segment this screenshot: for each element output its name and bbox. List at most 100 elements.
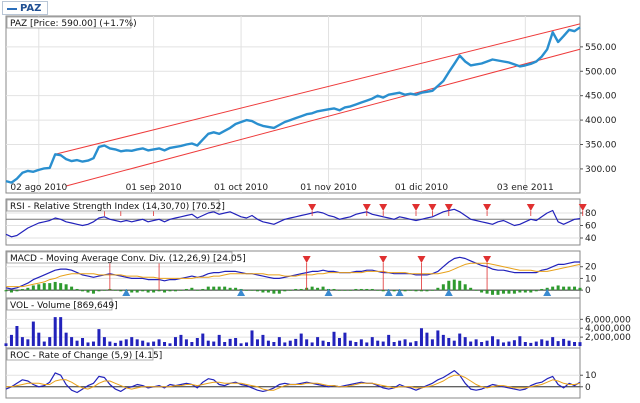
price-series-line <box>5 26 581 184</box>
volume-bar <box>91 341 95 346</box>
volume-bar <box>141 340 145 346</box>
volume-bar <box>534 341 538 346</box>
rsi-sell-marker <box>526 204 535 211</box>
macd-histogram-bar <box>4 290 8 292</box>
macd-histogram-bar <box>234 287 238 291</box>
volume-bar <box>157 339 161 346</box>
volume-bar <box>163 342 167 346</box>
macd-histogram-bar <box>206 286 210 291</box>
volume-bar <box>305 339 309 346</box>
macd-histogram-bar <box>381 290 385 292</box>
macd-histogram-bar <box>430 290 434 291</box>
x-tick-label: 01 nov 2010 <box>300 183 357 193</box>
volume-bar <box>419 328 423 346</box>
macd-histogram-bar <box>458 280 462 291</box>
volume-bar <box>130 337 134 346</box>
volume-bar <box>135 339 139 346</box>
macd-histogram-bar <box>245 290 249 291</box>
macd-histogram-bar <box>113 290 117 291</box>
macd-histogram-bar <box>337 290 341 291</box>
rsi-ytick-label: 40 <box>585 234 597 244</box>
volume-title-box <box>6 298 113 311</box>
macd-histogram-bar <box>20 288 24 291</box>
volume-bar <box>403 339 407 346</box>
macd-histogram-bar <box>376 290 380 291</box>
volume-bar <box>496 339 500 346</box>
roc-title-box <box>6 348 154 361</box>
volume-bar <box>480 342 484 346</box>
macd-histogram-bar <box>97 290 101 292</box>
macd-histogram-bar <box>283 290 287 292</box>
volume-bar <box>474 339 478 346</box>
volume-bar <box>327 342 331 346</box>
volume-bar <box>206 340 210 346</box>
legend-label: PAZ <box>20 3 42 14</box>
volume-bar <box>201 333 205 346</box>
macd-sell-marker <box>483 256 492 263</box>
volume-title: VOL - Volume [869,649] <box>10 301 118 311</box>
volume-bar <box>491 336 495 346</box>
macd-histogram-bar <box>266 290 270 293</box>
macd-ytick-label: 20 <box>585 263 597 273</box>
volume-bar <box>86 342 90 346</box>
macd-histogram-bar <box>42 283 46 291</box>
volume-bar <box>108 341 112 346</box>
volume-bar <box>485 340 489 346</box>
macd-histogram-bar <box>86 290 90 293</box>
macd-sell-marker <box>302 256 311 263</box>
macd-panel <box>4 250 583 299</box>
macd-histogram-bar <box>343 290 347 291</box>
volume-panel <box>4 297 583 349</box>
volume-bar <box>277 337 281 346</box>
roc-ytick-label: 0 <box>585 383 591 393</box>
macd-histogram-bar <box>556 285 560 291</box>
volume-bar <box>321 340 325 346</box>
volume-bar <box>195 338 199 346</box>
macd-histogram-bar <box>512 290 516 294</box>
volume-bar <box>414 341 418 346</box>
macd-sell-marker <box>417 256 426 263</box>
macd-histogram-bar <box>567 286 571 291</box>
x-tick-label: 01 oct 2010 <box>214 183 268 193</box>
volume-bar <box>430 339 434 346</box>
macd-histogram-bar <box>436 287 440 291</box>
volume-bar <box>113 342 117 346</box>
volume-bar <box>234 338 238 346</box>
macd-histogram-bar <box>102 290 106 291</box>
macd-title: MACD - Moving Average Conv. Div. (12,26,… <box>10 254 246 264</box>
macd-histogram-bar <box>365 288 369 291</box>
rsi-series-line <box>5 208 581 238</box>
macd-sell-marker <box>379 256 388 263</box>
macd-histogram-bar <box>545 287 549 291</box>
macd-buy-marker <box>384 289 393 296</box>
volume-bar <box>343 332 347 346</box>
rsi-ytick-label: 60 <box>585 222 597 232</box>
volume-bar <box>250 330 254 346</box>
macd-histogram-bar <box>81 290 85 292</box>
volume-bar <box>392 342 396 346</box>
volume-bar <box>173 337 177 346</box>
volume-bar <box>223 342 227 346</box>
volume-bar <box>42 341 46 346</box>
rsi-title-box <box>6 199 220 212</box>
volume-bar <box>359 339 363 346</box>
volume-bar <box>469 341 473 346</box>
volume-bar <box>523 342 527 346</box>
x-tick-label: 01 sep 2010 <box>126 183 182 193</box>
macd-histogram-bar <box>294 288 298 291</box>
volume-bar <box>529 342 533 346</box>
volume-bar <box>179 334 183 346</box>
volume-bar <box>15 326 19 346</box>
macd-histogram-bar <box>184 288 188 291</box>
macd-histogram-bar <box>255 290 259 292</box>
rsi-sell-marker <box>578 204 587 211</box>
volume-bar <box>447 338 451 346</box>
macd-histogram-bar <box>59 283 63 291</box>
macd-histogram-bar <box>414 290 418 292</box>
price-title: PAZ [Price: 590.00] (+1.7%) <box>10 19 137 29</box>
macd-histogram-bar <box>578 287 582 291</box>
macd-histogram-bar <box>152 290 156 293</box>
macd-histogram-bar <box>163 290 167 293</box>
volume-bar <box>567 340 571 346</box>
macd-histogram-bar <box>370 288 374 291</box>
